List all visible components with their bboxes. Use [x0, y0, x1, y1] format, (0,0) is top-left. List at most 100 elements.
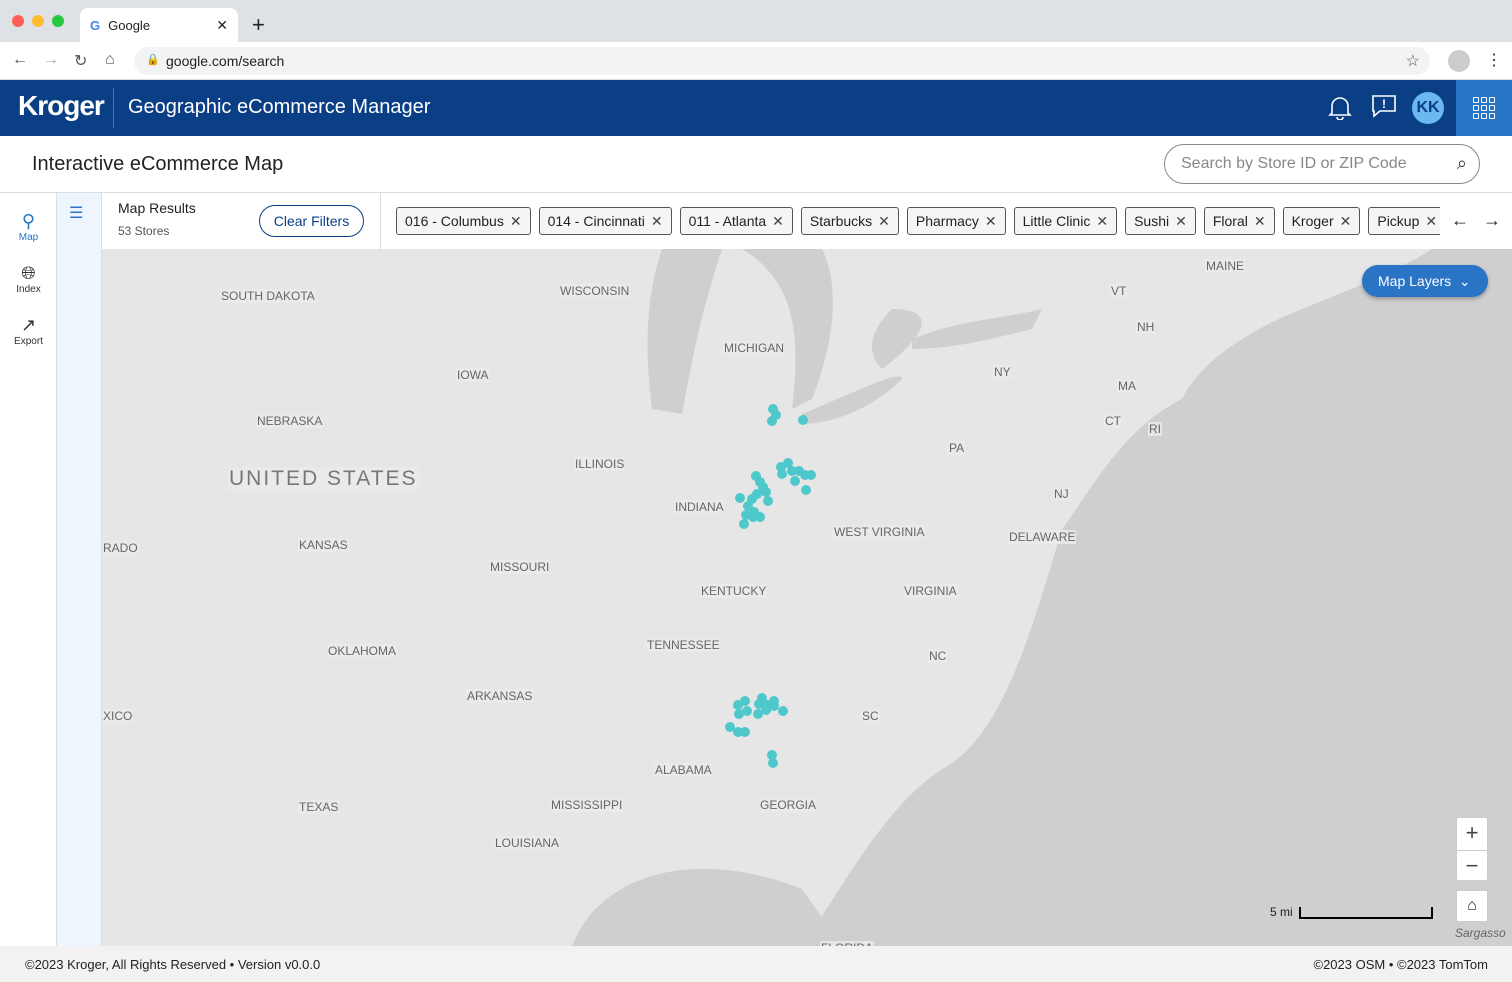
filter-chip[interactable]: Pharmacy ✕	[906, 207, 1006, 235]
home-view-button[interactable]: ⌂	[1456, 890, 1488, 922]
store-marker[interactable]	[767, 750, 777, 760]
nav-label: Index	[16, 284, 41, 295]
remove-filter-icon[interactable]: ✕	[1175, 213, 1187, 229]
zoom-in-button[interactable]: +	[1465, 820, 1479, 845]
scroll-right-arrow-icon[interactable]: →	[1483, 210, 1501, 230]
map-layers-button[interactable]: Map Layers ⌄	[1362, 265, 1488, 297]
window-controls[interactable]	[12, 15, 64, 27]
store-marker[interactable]	[801, 485, 811, 495]
store-marker[interactable]	[798, 415, 808, 425]
remove-filter-icon[interactable]: ✕	[650, 213, 663, 229]
filter-chip[interactable]: 016 - Columbus ✕	[396, 207, 531, 235]
store-marker[interactable]	[748, 512, 758, 522]
remove-filter-icon[interactable]: ✕	[878, 213, 890, 229]
nav-item-export[interactable]: ↗ Export	[0, 315, 57, 347]
store-marker[interactable]	[787, 466, 797, 476]
store-marker[interactable]	[769, 701, 779, 711]
scroll-left-arrow-icon[interactable]: ←	[1451, 210, 1469, 230]
user-avatar[interactable]: KK	[1412, 92, 1444, 124]
close-tab-icon[interactable]: ✕	[216, 16, 228, 33]
remove-filter-icon[interactable]: ✕	[1253, 213, 1266, 229]
url-field[interactable]: 🔒 google.com/search ☆	[134, 47, 1430, 75]
store-marker[interactable]	[740, 727, 750, 737]
filter-chip[interactable]: Kroger ✕	[1282, 207, 1361, 235]
url-text: google.com/search	[166, 53, 285, 69]
remove-filter-icon[interactable]: ✕	[1339, 213, 1352, 229]
export-icon: ↗	[20, 315, 37, 335]
map-region-label: IOWA	[456, 368, 490, 382]
store-marker[interactable]	[733, 727, 743, 737]
feedback-icon[interactable]: !	[1371, 94, 1397, 118]
store-marker[interactable]	[767, 416, 777, 426]
store-marker[interactable]	[734, 709, 744, 719]
store-marker[interactable]	[725, 722, 735, 732]
map-region-label: WISCONSIN	[559, 284, 631, 298]
filter-chip[interactable]: Starbucks ✕	[800, 207, 899, 235]
store-marker[interactable]	[740, 696, 750, 706]
nav-label: Export	[14, 336, 43, 347]
map-region-label: MA	[1117, 379, 1137, 393]
filter-chip[interactable]: 014 - Cincinnati ✕	[538, 207, 672, 235]
remove-filter-icon[interactable]: ✕	[1096, 213, 1109, 229]
remove-filter-icon[interactable]: ✕	[509, 213, 522, 229]
store-marker[interactable]	[777, 469, 787, 479]
filter-panel-toggle[interactable]: ☰	[57, 193, 102, 946]
home-icon[interactable]: ⌂	[105, 51, 115, 68]
search-icon[interactable]: ⌕	[1456, 153, 1467, 173]
store-marker[interactable]	[757, 693, 767, 703]
map-canvas[interactable]: SOUTH DAKOTA WISCONSIN MICHIGAN MAINE VT NH NY…	[102, 249, 1512, 946]
bookmark-star-icon[interactable]: ☆	[1405, 53, 1420, 70]
store-marker[interactable]	[735, 493, 745, 503]
chevron-down-icon: ⌄	[1455, 273, 1471, 289]
filter-chip[interactable]: Sushi ✕	[1125, 207, 1196, 235]
store-marker[interactable]	[739, 519, 749, 529]
store-marker[interactable]	[761, 705, 771, 715]
remove-filter-icon[interactable]: ✕	[1425, 213, 1438, 229]
browser-menu-icon[interactable]: ⋮	[1486, 52, 1502, 69]
profile-avatar[interactable]	[1448, 50, 1470, 72]
nav-item-index[interactable]: 🌐︎ Index	[0, 263, 57, 295]
back-icon[interactable]: ←	[12, 51, 28, 68]
store-marker[interactable]	[755, 512, 765, 522]
apps-grid-icon	[1473, 97, 1495, 119]
home-icon: ⌂	[1467, 897, 1477, 914]
map-region-label: Sargasso	[1455, 926, 1506, 940]
map-region-label: MICHIGAN	[723, 341, 785, 355]
store-marker[interactable]	[742, 706, 752, 716]
store-marker[interactable]	[778, 706, 788, 716]
map-region-label: MAINE	[1205, 259, 1246, 273]
store-marker[interactable]	[753, 709, 763, 719]
bell-icon[interactable]	[1328, 94, 1352, 120]
new-tab-button[interactable]: +	[252, 12, 265, 37]
filter-chip[interactable]: Little Clinic ✕	[1013, 207, 1118, 235]
filter-chip[interactable]: 011 - Atlanta ✕	[679, 207, 793, 235]
map-region-label: KENTUCKY	[700, 584, 768, 598]
forward-icon[interactable]: →	[43, 51, 59, 68]
kroger-logo[interactable]: Kroger	[18, 90, 105, 121]
nav-item-map[interactable]: ⚲ Map	[0, 211, 57, 243]
store-marker[interactable]	[768, 758, 778, 768]
store-marker[interactable]	[790, 476, 800, 486]
filter-chip[interactable]: Pickup ✕	[1368, 207, 1440, 235]
svg-text:!: !	[1382, 97, 1386, 111]
store-search-input[interactable]: Search by Store ID or ZIP Code ⌕	[1164, 144, 1480, 184]
map-region-label: KANSAS	[298, 538, 349, 552]
footer-copyright: ©2023 Kroger, All Rights Reserved • Vers…	[25, 957, 321, 972]
filter-chip[interactable]: Floral ✕	[1203, 207, 1275, 235]
apps-grid-button[interactable]	[1456, 80, 1512, 136]
store-marker[interactable]	[806, 470, 816, 480]
store-marker[interactable]	[761, 487, 771, 497]
reload-icon[interactable]: ↻	[74, 53, 88, 70]
filter-chip-label: Pharmacy	[915, 213, 979, 229]
clear-filters-button[interactable]: Clear Filters	[259, 205, 364, 237]
tab-title: Google	[108, 17, 151, 33]
map-region-label: PA	[948, 441, 966, 455]
browser-tab[interactable]: G Google ✕	[80, 8, 238, 42]
results-title: Map Results	[118, 200, 196, 216]
store-marker[interactable]	[783, 458, 793, 468]
remove-filter-icon[interactable]: ✕	[772, 213, 784, 229]
store-marker[interactable]	[763, 496, 773, 506]
zoom-out-button[interactable]: −	[1457, 850, 1487, 882]
map-basemap	[572, 249, 1512, 946]
remove-filter-icon[interactable]: ✕	[984, 213, 997, 229]
